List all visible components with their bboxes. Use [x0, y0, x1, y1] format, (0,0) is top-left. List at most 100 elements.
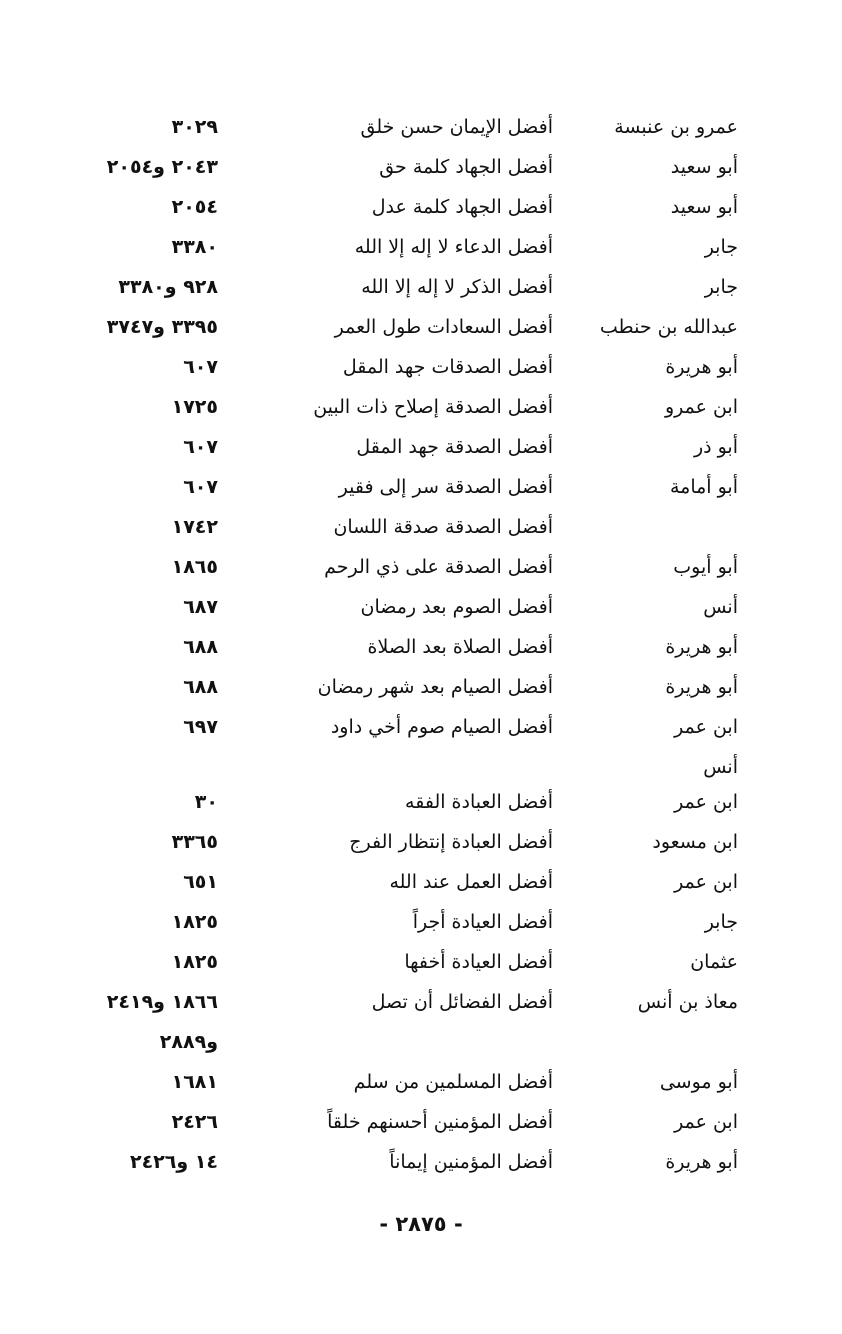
- index-row: أنس: [0, 747, 842, 782]
- hadith-numbers: ١٧٢٥: [171, 396, 218, 418]
- hadith-text: أفضل العيادة أخفها: [404, 951, 553, 973]
- narrator: معاذ بن أنس: [637, 991, 738, 1013]
- hadith-text: أفضل العمل عند الله: [389, 871, 553, 893]
- narrator: أبو هريرة: [665, 1151, 738, 1173]
- narrator: أبو سعيد: [670, 196, 738, 218]
- narrator: عثمان: [690, 951, 738, 973]
- index-row: ابن عمر أفضل العبادة الفقه ٣٠: [0, 782, 842, 822]
- hadith-text: أفضل العبادة إنتظار الفرج: [349, 831, 553, 853]
- hadith-numbers: ١٦٨١: [171, 1071, 218, 1093]
- index-row: أفضل الصدقة صدقة اللسان ١٧٤٢: [0, 507, 842, 547]
- hadith-numbers: ٣٣٦٥: [171, 831, 218, 853]
- index-row: ابن عمرو أفضل الصدقة إصلاح ذات البين ١٧٢٥: [0, 387, 842, 427]
- narrator: ابن عمر: [674, 871, 738, 893]
- hadith-numbers: ١٤ و٢٤٢٦: [129, 1151, 218, 1173]
- hadith-text: أفضل الصدقة على ذي الرحم: [324, 556, 553, 578]
- hadith-numbers: ٢٤٢٦: [171, 1111, 218, 1133]
- hadith-text: أفضل الصلاة بعد الصلاة: [367, 636, 553, 658]
- hadith-text: أفضل الجهاد كلمة حق: [379, 156, 553, 178]
- narrator: أنس: [703, 756, 738, 778]
- hadith-text: أفضل العبادة الفقه: [405, 791, 553, 813]
- hadith-text: أفضل الصدقة سر إلى فقير: [338, 476, 553, 498]
- hadith-numbers: ٣٠٢٩: [171, 116, 218, 138]
- hadith-text: أفضل العيادة أجراً: [412, 911, 553, 933]
- hadith-numbers: ٦٨٨: [183, 636, 218, 658]
- hadith-text: أفضل الصدقة إصلاح ذات البين: [313, 396, 553, 418]
- hadith-text: أفضل الصدقة صدقة اللسان: [333, 516, 553, 538]
- narrator: ابن عمر: [674, 791, 738, 813]
- hadith-numbers: ٦٩٧: [183, 716, 218, 738]
- narrator: عبدالله بن حنطب: [599, 316, 738, 338]
- narrator: أبو ذر: [693, 436, 738, 458]
- index-row: أبو هريرة أفضل الصيام بعد شهر رمضان ٦٨٨: [0, 667, 842, 707]
- narrator: ابن عمر: [674, 1111, 738, 1133]
- index-row: ابن مسعود أفضل العبادة إنتظار الفرج ٣٣٦٥: [0, 822, 842, 862]
- hadith-text: أفضل السعادات طول العمر: [334, 316, 553, 338]
- index-row: عثمان أفضل العيادة أخفها ١٨٢٥: [0, 942, 842, 982]
- index-row: أبو أيوب أفضل الصدقة على ذي الرحم ١٨٦٥: [0, 547, 842, 587]
- hadith-text: أفضل الذكر لا إله إلا الله: [361, 276, 553, 298]
- index-row: ابن عمر أفضل الصيام صوم أخي داود ٦٩٧: [0, 707, 842, 747]
- narrator: عمرو بن عنبسة: [614, 116, 738, 138]
- hadith-text: أفضل الصدقة جهد المقل: [356, 436, 553, 458]
- hadith-text: أفضل الصيام بعد شهر رمضان: [317, 676, 553, 698]
- index-row: أبو سعيد أفضل الجهاد كلمة حق ٢٠٤٣ و٢٠٥٤: [0, 147, 842, 187]
- page-number: - ٢٨٧٥ -: [379, 1212, 463, 1236]
- index-row: ابن عمر أفضل المؤمنين أحسنهم خلقاً ٢٤٢٦: [0, 1102, 842, 1142]
- hadith-text: أفضل الصدقات جهد المقل: [342, 356, 553, 378]
- hadith-text: أفضل المؤمنين أحسنهم خلقاً: [327, 1111, 553, 1133]
- hadith-text: أفضل الدعاء لا إله إلا الله: [354, 236, 553, 258]
- hadith-numbers: ٦٠٧: [183, 356, 218, 378]
- hadith-numbers: ٦٨٨: [183, 676, 218, 698]
- hadith-numbers: ٩٢٨ و٣٣٨٠: [118, 276, 218, 298]
- index-row: أبو سعيد أفضل الجهاد كلمة عدل ٢٠٥٤: [0, 187, 842, 227]
- narrator: ابن عمر: [674, 716, 738, 738]
- index-row: أبو أمامة أفضل الصدقة سر إلى فقير ٦٠٧: [0, 467, 842, 507]
- hadith-numbers: ٢٠٤٣ و٢٠٥٤: [106, 156, 218, 178]
- hadith-numbers: ٣٣٩٥ و٣٧٤٧: [106, 316, 218, 338]
- hadith-numbers: ١٨٦٥: [171, 556, 218, 578]
- index-row: أبو هريرة أفضل الصلاة بعد الصلاة ٦٨٨: [0, 627, 842, 667]
- index-row: معاذ بن أنس أفضل الفضائل أن تصل ١٨٦٦ و٢٤١٩: [0, 982, 842, 1022]
- hadith-numbers: ٣٠: [194, 791, 218, 813]
- narrator: ابن عمرو: [664, 396, 738, 418]
- narrator: أبو هريرة: [665, 676, 738, 698]
- hadith-numbers: ٢٠٥٤: [171, 196, 218, 218]
- hadith-text: أفضل الصيام صوم أخي داود: [330, 716, 553, 738]
- narrator: أبو أمامة: [669, 476, 738, 498]
- hadith-numbers: ١٧٤٢: [171, 516, 218, 538]
- narrator: جابر: [704, 911, 738, 933]
- narrator: جابر: [704, 236, 738, 258]
- index-row: أبو موسى أفضل المسلمين من سلم ١٦٨١: [0, 1062, 842, 1102]
- narrator: أبو سعيد: [670, 156, 738, 178]
- hadith-text: أفضل المؤمنين إيماناً: [389, 1151, 553, 1173]
- hadith-numbers: ٦٨٧: [183, 596, 218, 618]
- hadith-numbers: ١٨٢٥: [171, 911, 218, 933]
- index-row: و٢٨٨٩: [0, 1022, 842, 1062]
- hadith-numbers: ١٨٢٥: [171, 951, 218, 973]
- hadith-text: أفضل الجهاد كلمة عدل: [371, 196, 553, 218]
- narrator: أبو أيوب: [673, 556, 738, 578]
- hadith-text: أفضل الفضائل أن تصل: [371, 991, 553, 1013]
- index-row: عمرو بن عنبسة أفضل الإيمان حسن خلق ٣٠٢٩: [0, 107, 842, 147]
- hadith-numbers: ٣٣٨٠: [171, 236, 218, 258]
- narrator: أبو موسى: [659, 1071, 738, 1093]
- index-row: عبدالله بن حنطب أفضل السعادات طول العمر ٣٣…: [0, 307, 842, 347]
- hadith-text: أفضل الصوم بعد رمضان: [360, 596, 553, 618]
- index-row: جابر أفضل الذكر لا إله إلا الله ٩٢٨ و٣٣٨٠: [0, 267, 842, 307]
- index-row: جابر أفضل العيادة أجراً ١٨٢٥: [0, 902, 842, 942]
- index-row: أنس أفضل الصوم بعد رمضان ٦٨٧: [0, 587, 842, 627]
- index-row: أبو هريرة أفضل المؤمنين إيماناً ١٤ و٢٤٢٦: [0, 1142, 842, 1182]
- hadith-text: أفضل المسلمين من سلم: [353, 1071, 553, 1093]
- hadith-numbers: ٦٠٧: [183, 436, 218, 458]
- hadith-numbers: و٢٨٨٩: [159, 1031, 218, 1053]
- index-row: جابر أفضل الدعاء لا إله إلا الله ٣٣٨٠: [0, 227, 842, 267]
- narrator: جابر: [704, 276, 738, 298]
- index-row: أبو ذر أفضل الصدقة جهد المقل ٦٠٧: [0, 427, 842, 467]
- index-row: ابن عمر أفضل العمل عند الله ٦٥١: [0, 862, 842, 902]
- hadith-numbers: ٦٠٧: [183, 476, 218, 498]
- hadith-text: أفضل الإيمان حسن خلق: [360, 116, 553, 138]
- hadith-numbers: ٦٥١: [183, 871, 218, 893]
- narrator: أنس: [703, 596, 738, 618]
- index-table: عمرو بن عنبسة أفضل الإيمان حسن خلق ٣٠٢٩ أبو…: [0, 107, 842, 1182]
